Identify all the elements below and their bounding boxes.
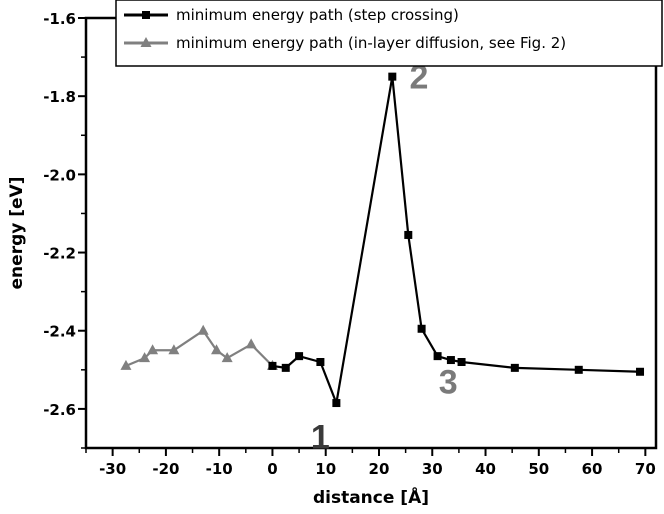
plot-frame <box>84 16 658 450</box>
series-0-point <box>574 365 583 374</box>
series-1-point <box>197 324 209 335</box>
series-layer <box>120 72 645 408</box>
annotation-label: 2 <box>409 59 428 97</box>
series-0-point <box>332 399 341 408</box>
y-tick-label: -1.6 <box>43 10 76 28</box>
y-tick-label: -2.0 <box>43 166 76 184</box>
series-0-point <box>510 363 519 372</box>
legend-label: minimum energy path (step crossing) <box>176 6 459 24</box>
series-0-point <box>457 358 466 366</box>
legend: minimum energy path (step crossing) minim… <box>115 0 663 67</box>
x-tick-label: 20 <box>369 460 390 478</box>
x-tick-label: -20 <box>152 460 179 478</box>
y-axis-title: energy [eV] <box>7 177 27 290</box>
legend-box <box>115 0 663 67</box>
legend-marker <box>140 37 152 47</box>
series-0-point <box>417 324 426 333</box>
series-0-point <box>295 352 304 361</box>
x-tick-label: 10 <box>315 460 336 478</box>
x-tick-label: 50 <box>528 460 549 478</box>
x-tick-label: -10 <box>206 460 233 478</box>
series-1-point <box>168 344 180 355</box>
annotation-label: 1 <box>311 418 330 456</box>
x-tick-label: -30 <box>99 460 126 478</box>
series-0-point <box>446 356 455 365</box>
series-1-point <box>221 352 233 363</box>
series-0-point <box>281 363 290 372</box>
y-tick-label: -2.4 <box>43 323 76 341</box>
series-0-point <box>388 72 397 81</box>
y-tick-label: -2.6 <box>43 401 76 419</box>
annotation-label: 3 <box>439 364 458 402</box>
series-1-point <box>147 344 159 355</box>
annotation-layer: 1 2 3 <box>311 59 458 457</box>
series-0-point <box>433 352 442 361</box>
series-1-point <box>211 344 223 355</box>
series-1-point <box>120 359 132 370</box>
series-1-point <box>139 352 151 363</box>
series-0-point <box>316 358 325 366</box>
series-0-point <box>404 230 413 239</box>
x-tick-label: 30 <box>422 460 443 478</box>
axis-ticks: -30 -20 -10 0 10 20 30 40 50 60 70 -2.6 -2.4 -2.2 -2.0… <box>43 10 656 478</box>
legend-marker <box>142 11 150 19</box>
x-tick-label: 70 <box>635 460 656 478</box>
x-tick-label: 40 <box>475 460 496 478</box>
series-1-point <box>245 338 257 349</box>
y-tick-label: -1.8 <box>43 88 76 106</box>
x-tick-label: 0 <box>267 460 277 478</box>
series-0-point <box>268 361 277 370</box>
y-tick-label: -2.2 <box>43 245 76 263</box>
series-0-point <box>636 367 645 376</box>
x-tick-label: 60 <box>582 460 603 478</box>
series-0-line <box>272 75 641 405</box>
x-axis-title: distance [Å] <box>313 485 429 508</box>
legend-label: minimum energy path (in-layer diffusion,… <box>176 34 566 52</box>
